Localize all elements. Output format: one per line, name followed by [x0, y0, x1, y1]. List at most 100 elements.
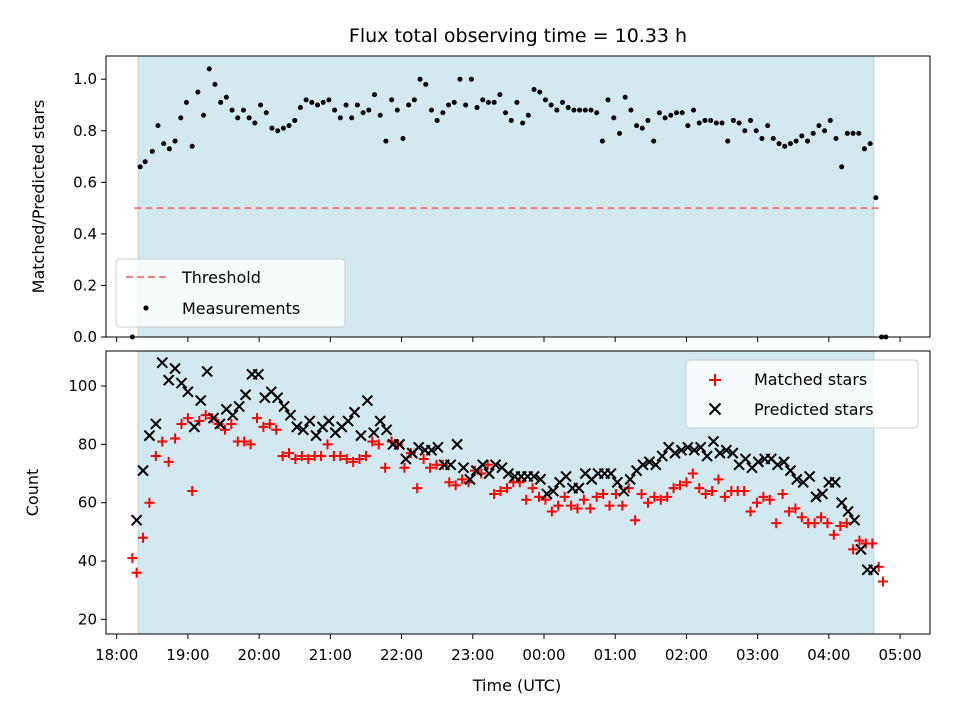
measurement-point	[240, 107, 246, 113]
matched-point	[303, 453, 314, 464]
plot-frame-bottom	[105, 350, 931, 635]
matched-point	[182, 413, 193, 424]
measurement-point	[417, 76, 423, 82]
x-tick-label: 19:00	[166, 646, 209, 664]
x-tick-label: 20:00	[238, 646, 281, 664]
predicted-point	[848, 514, 861, 526]
matched-point	[527, 483, 538, 494]
predicted-point	[656, 450, 668, 462]
matched-point	[290, 453, 301, 464]
measurement-point	[856, 130, 862, 136]
predicted-point	[855, 543, 867, 556]
matched-point	[546, 506, 557, 517]
legend-predicted-label: Predicted stars	[754, 400, 874, 419]
measurement-point	[725, 138, 731, 144]
matched-point	[649, 491, 660, 502]
legend-box-bottom	[685, 359, 919, 429]
measurement-point	[366, 107, 372, 113]
legend-measurements-label: Measurements	[182, 299, 300, 318]
matched-point	[534, 491, 545, 502]
measurement-point	[861, 146, 867, 152]
predicted-point	[688, 444, 700, 456]
measurement-point	[457, 76, 463, 82]
measurement-point	[577, 107, 583, 113]
y-tick-label: 0.4	[73, 225, 97, 243]
measurement-point	[839, 164, 845, 170]
predicted-point	[464, 473, 476, 486]
predicted-point	[137, 464, 149, 477]
measurement-point	[166, 146, 172, 152]
measurement-point	[696, 120, 702, 126]
measurement-point	[258, 102, 264, 108]
predicted-point	[643, 456, 656, 468]
measurement-point	[440, 110, 446, 116]
predicted-point	[528, 470, 540, 483]
matched-point	[277, 451, 288, 462]
measurement-point	[531, 87, 537, 93]
matched-point	[713, 474, 724, 485]
matched-point	[854, 535, 865, 546]
predicted-point	[669, 447, 681, 459]
matched-point	[585, 503, 596, 514]
matched-point	[700, 488, 711, 499]
measurement-point	[645, 117, 651, 123]
panel-counts: 20 40 60 80 100 18:00 19:00 20:00 21:00 22:00 23:…	[23, 350, 931, 695]
predicted-point	[214, 418, 226, 430]
measurement-point	[371, 92, 377, 98]
matched-point	[559, 491, 570, 502]
matched-point	[572, 503, 583, 514]
measurement-point	[787, 141, 793, 147]
legend-matched-swatch	[709, 374, 721, 386]
matched-point	[694, 483, 705, 494]
y-tick-label: 0.0	[73, 328, 97, 346]
matched-point	[828, 529, 839, 540]
matched-point	[655, 494, 666, 505]
predicted-point	[720, 444, 733, 456]
measurement-point	[252, 120, 258, 126]
measurement-point	[201, 112, 207, 118]
measurement-point	[337, 115, 343, 121]
measurement-point	[668, 112, 674, 118]
measurement-point	[434, 117, 440, 123]
measurement-point	[389, 97, 395, 103]
predicted-point	[573, 482, 585, 494]
predicted-point	[727, 447, 739, 459]
matched-point	[553, 500, 564, 511]
predicted-point	[618, 485, 630, 497]
measurement-point	[297, 105, 303, 111]
measurement-point	[178, 115, 184, 121]
y-axis-label-top: Matched/Predicted stars	[29, 100, 48, 294]
predicted-point	[784, 464, 797, 477]
measurement-point	[599, 138, 605, 144]
predicted-point	[611, 476, 624, 488]
measurement-point	[280, 125, 286, 131]
matched-point	[354, 453, 365, 464]
matched-point	[771, 518, 782, 529]
legend-threshold-label: Threshold	[181, 268, 261, 287]
predicted-point	[541, 488, 553, 500]
matched-point	[877, 576, 888, 587]
measurement-point	[565, 105, 571, 111]
x-tick-label: 00:00	[522, 646, 565, 664]
matched-point	[392, 439, 403, 450]
matched-point	[251, 413, 262, 424]
predicted-series	[130, 356, 880, 576]
measurement-point	[525, 112, 531, 118]
predicted-point	[477, 459, 489, 471]
measurement-point	[651, 138, 657, 144]
x-tick-label: 03:00	[736, 646, 779, 664]
measurement-point	[263, 110, 269, 116]
predicted-point	[803, 470, 816, 483]
measurement-point	[514, 99, 520, 105]
measurement-point	[833, 135, 839, 141]
matched-point	[668, 483, 679, 494]
measurement-point	[719, 120, 725, 126]
matched-point	[598, 488, 609, 499]
legend-bottom: Matched stars Predicted stars	[685, 359, 919, 429]
matched-point	[187, 486, 198, 497]
predicted-point	[752, 456, 765, 468]
predicted-point	[682, 441, 694, 453]
x-tick-label: 21:00	[309, 646, 352, 664]
measurement-point	[850, 130, 856, 136]
measurement-point	[713, 120, 719, 126]
